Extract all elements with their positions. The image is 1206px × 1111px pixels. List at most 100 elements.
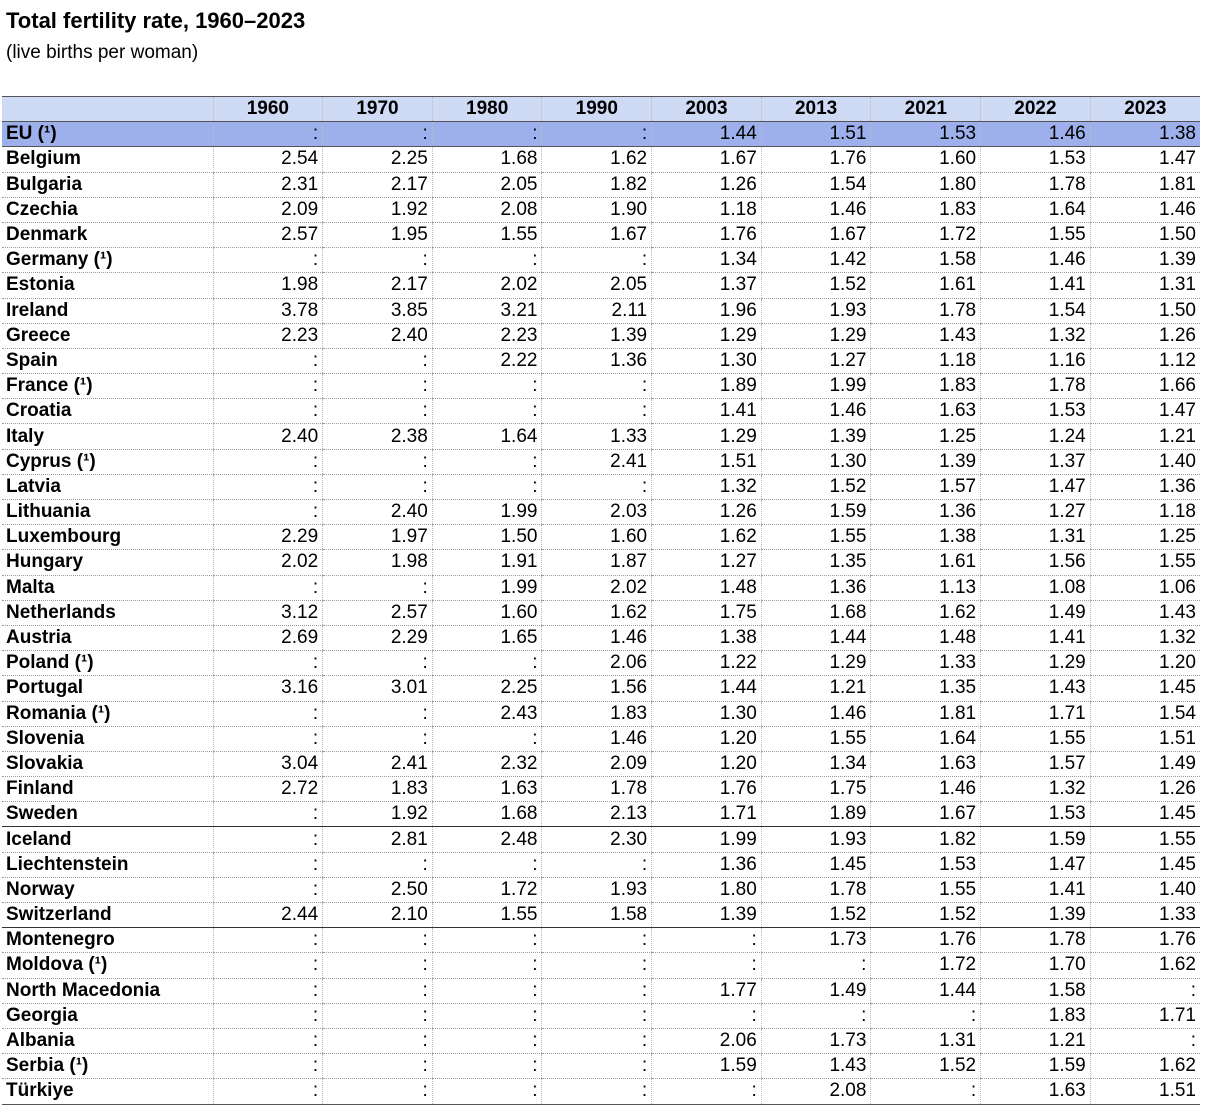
column-header: 2022	[980, 95, 1091, 123]
table-row: Czechia 2.09 1.92 2.08 1.90 1.18 1.46 1.83 1.64 1…	[2, 197, 1200, 223]
value-cell: :	[541, 1078, 652, 1105]
row-label: Moldova (¹)	[2, 952, 213, 979]
value-cell: 1.24	[980, 423, 1091, 450]
value-cell: 1.20	[651, 726, 762, 752]
value-cell: 1.41	[651, 398, 762, 425]
value-cell: 2.54	[212, 146, 323, 173]
value-cell: 2.41	[541, 449, 652, 475]
value-cell: 1.62	[541, 600, 652, 626]
value-cell: 2.03	[541, 499, 652, 526]
value-cell: 1.78	[980, 172, 1091, 198]
table-row: Denmark 2.57 1.95 1.55 1.67 1.76 1.67 1.72 1.55 1…	[2, 222, 1200, 249]
value-cell: 2.81	[322, 826, 433, 853]
value-cell: 1.59	[980, 826, 1091, 853]
corner-cell	[2, 95, 213, 123]
value-cell: 1.44	[651, 121, 762, 148]
value-cell: 3.12	[212, 600, 323, 626]
value-cell: 1.57	[980, 751, 1091, 778]
value-cell: :	[322, 121, 433, 148]
value-cell: 1.40	[1089, 877, 1200, 904]
value-cell: 1.99	[431, 499, 542, 526]
value-cell: 1.80	[651, 877, 762, 904]
value-cell: 1.60	[870, 146, 981, 173]
value-cell: 2.40	[212, 423, 323, 450]
value-cell: 1.36	[541, 348, 652, 375]
value-cell: 1.63	[980, 1078, 1091, 1105]
value-cell: 1.20	[1089, 650, 1200, 677]
value-cell: 1.77	[651, 978, 762, 1004]
value-cell: 1.95	[322, 222, 433, 249]
value-cell: 1.31	[1089, 272, 1200, 299]
value-cell: 1.76	[651, 776, 762, 803]
value-cell: :	[651, 952, 762, 979]
value-cell: 1.92	[322, 197, 433, 223]
value-cell: :	[431, 1003, 542, 1029]
value-cell: 1.29	[651, 323, 762, 349]
value-cell: 1.55	[431, 222, 542, 249]
row-label: Ireland	[2, 298, 213, 324]
value-cell: 1.49	[980, 600, 1091, 626]
value-cell: :	[760, 1003, 871, 1029]
value-cell: 1.75	[760, 776, 871, 803]
value-cell: 1.59	[651, 1053, 762, 1080]
value-cell: 1.37	[980, 449, 1091, 475]
value-cell: :	[212, 701, 323, 727]
value-cell: :	[212, 650, 323, 677]
value-cell: 1.76	[760, 146, 871, 173]
value-cell: 1.43	[760, 1053, 871, 1080]
value-cell: 1.82	[541, 172, 652, 198]
value-cell: :	[212, 952, 323, 979]
value-cell: 1.98	[212, 272, 323, 299]
table-row: Liechtenstein::::1.36 1.45 1.53 1.47 1.45	[2, 852, 1200, 878]
value-cell: 1.32	[651, 474, 762, 501]
table-row: Greece 2.23 2.40 2.23 1.39 1.29 1.29 1.43 1.32 1.…	[2, 323, 1200, 349]
row-label: Slovenia	[2, 726, 213, 752]
value-cell: :	[541, 952, 652, 979]
value-cell: 1.39	[541, 323, 652, 349]
table-row: Luxembourg 2.29 1.97 1.50 1.60 1.62 1.55 1.38 1.…	[2, 524, 1200, 551]
value-cell: 1.67	[651, 146, 762, 173]
value-cell: 1.55	[760, 726, 871, 752]
value-cell: 1.55	[870, 877, 981, 904]
value-cell: 1.72	[870, 222, 981, 249]
value-cell: :	[212, 801, 323, 828]
value-cell: :	[431, 474, 542, 501]
value-cell: :	[322, 1003, 433, 1029]
column-header: 2021	[870, 95, 981, 123]
value-cell: :	[431, 952, 542, 979]
value-cell: 1.60	[541, 524, 652, 551]
value-cell: 2.09	[212, 197, 323, 223]
value-cell: 1.41	[980, 625, 1091, 652]
value-cell: 2.50	[322, 877, 433, 904]
value-cell: 1.93	[541, 877, 652, 904]
value-cell: 1.12	[1089, 348, 1200, 375]
value-cell: 1.34	[651, 247, 762, 274]
value-cell: 1.59	[760, 499, 871, 526]
value-cell: :	[212, 1003, 323, 1029]
table-row: France (¹)::::1.89 1.99 1.83 1.78 1.66	[2, 373, 1200, 400]
value-cell: 2.02	[541, 575, 652, 601]
value-cell: 1.18	[1089, 499, 1200, 526]
value-cell: 2.31	[212, 172, 323, 198]
value-cell: :	[1089, 978, 1200, 1004]
value-cell: :	[322, 952, 433, 979]
value-cell: 1.55	[431, 902, 542, 929]
value-cell: :	[431, 978, 542, 1004]
value-cell: 1.54	[980, 298, 1091, 324]
row-label: Cyprus (¹)	[2, 449, 213, 475]
value-cell: 1.29	[760, 650, 871, 677]
value-cell: :	[1089, 1028, 1200, 1055]
value-cell: :	[212, 474, 323, 501]
value-cell: 1.53	[980, 146, 1091, 173]
value-cell: 1.76	[1089, 927, 1200, 954]
value-cell: :	[431, 449, 542, 475]
value-cell: 1.83	[541, 701, 652, 727]
value-cell: 1.26	[651, 172, 762, 198]
row-label: Finland	[2, 776, 213, 803]
value-cell: 1.08	[980, 575, 1091, 601]
value-cell: 2.02	[212, 549, 323, 576]
value-cell: 2.25	[322, 146, 433, 173]
table-row: Georgia:::::::1.83 1.71	[2, 1003, 1200, 1029]
value-cell: 2.02	[431, 272, 542, 299]
value-cell: 1.46	[980, 121, 1091, 148]
